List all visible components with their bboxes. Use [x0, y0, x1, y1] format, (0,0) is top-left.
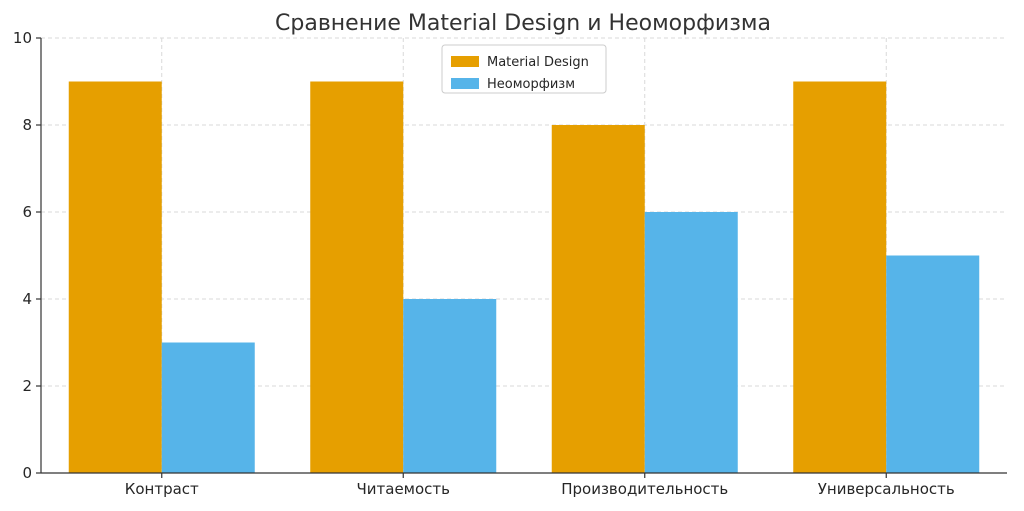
bars [68, 81, 980, 473]
x-axis-ticks: Контраст Читаемость Производительность Унив… [125, 473, 955, 498]
x-tick-label: Контраст [125, 480, 199, 498]
y-tick-label: 4 [22, 290, 32, 308]
y-tick-label: 0 [22, 464, 32, 482]
legend-swatch [451, 78, 479, 89]
legend-swatch [451, 56, 479, 67]
y-tick-label: 8 [22, 116, 32, 134]
x-tick-label: Производительность [561, 480, 728, 498]
bar-material-design [310, 81, 404, 473]
bar-material-design [68, 81, 162, 473]
legend: Material Design Неоморфизм [441, 44, 607, 94]
legend-box [441, 44, 607, 94]
y-tick-label: 6 [22, 203, 32, 221]
legend-label: Material Design [487, 55, 589, 70]
bar-material-design [793, 81, 887, 473]
chart-title: Сравнение Material Design и Неоморфизма [275, 11, 771, 36]
axes [40, 38, 1007, 474]
y-tick-label: 10 [13, 29, 32, 47]
y-axis-ticks: 0 2 4 6 8 10 [13, 29, 41, 482]
bar-neomorphism [886, 255, 980, 473]
bar-neomorphism [403, 299, 497, 473]
bar-material-design [551, 125, 645, 473]
legend-label: Неоморфизм [487, 77, 575, 92]
bar-neomorphism [161, 342, 255, 473]
x-tick-label: Универсальность [818, 480, 955, 498]
bar-neomorphism [644, 212, 738, 473]
y-tick-label: 2 [22, 377, 32, 395]
x-tick-label: Читаемость [356, 480, 450, 498]
